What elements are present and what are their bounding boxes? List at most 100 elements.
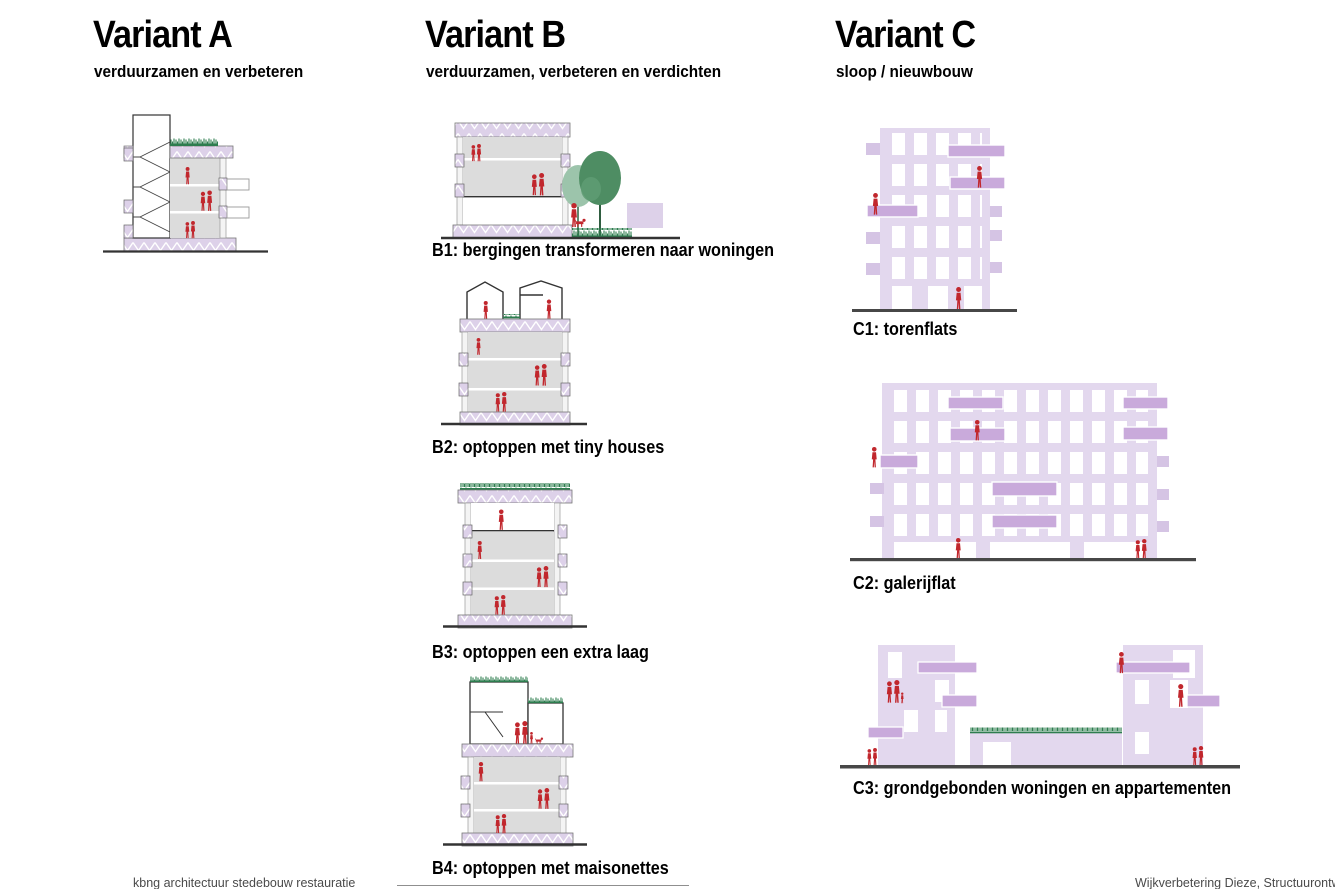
balcony-bar [1122,396,1169,410]
floor-insulation-band [457,614,573,629]
diagram-c3-elevation [840,645,1240,769]
variant-b-title: Variant B [425,14,566,56]
balcony-bar [1186,694,1221,708]
diagram-c1-elevation [852,128,1017,312]
insulation-block [462,553,473,568]
balcony-bar [879,454,919,469]
ground-line [850,558,1196,562]
balcony-box [226,178,250,191]
diagram-c2-caption: C2: galerijflat [853,573,956,593]
variant-a-title: Variant A [93,14,233,56]
footer-firm-credit: kbng architectuur stedebouw restauratie [133,876,356,889]
stair-flights-icon [133,141,171,233]
variant-c-title: Variant C [835,14,976,56]
facade-block [870,516,884,527]
green-roof [170,138,218,146]
grass-strip [572,228,632,236]
floor-insulation-band [123,237,237,252]
ground-line [840,765,1240,769]
garden [562,151,663,238]
insulation-block [558,803,569,818]
tiny-house-icon [466,281,504,319]
balcony-bar [917,661,978,674]
balcony-bar [867,726,904,739]
green-roof [470,676,528,681]
insulation-block [557,553,568,568]
facade-block [990,262,1002,273]
diagram-b3-section [443,483,587,629]
diagram-b1-section [441,122,680,240]
slab-facade [870,383,1169,558]
door-opening [983,742,1011,765]
low-dwellings-block [970,727,1122,765]
facade-block [990,206,1002,217]
building-section [123,114,250,252]
window [1135,732,1149,754]
building-section [458,318,571,426]
ground-line [852,309,1017,312]
insulation-block [218,205,228,219]
pilotis [1070,537,1084,558]
floor-slabs [170,158,220,238]
building-section [460,743,574,847]
insulation-block [458,352,469,367]
insulation-block [462,524,473,539]
stair-tower [132,114,171,239]
diagram-c1-caption: C1: torenflats [853,319,958,339]
grass-strip [503,314,520,318]
diagram-b3-caption: B3: optoppen een extra laag [432,642,649,662]
facade-column [219,157,227,239]
roof-insulation-band [457,489,573,504]
insulation-block [454,183,465,198]
insulation-block [558,775,569,790]
shed-block [627,203,663,228]
balcony-box [226,206,250,219]
insulation-block [557,524,568,539]
insulation-block [560,352,571,367]
diagram-c2-elevation [850,383,1196,562]
balcony-bar [1122,426,1169,441]
tiny-house-icon [519,280,563,319]
transformed-storage-floor [463,196,562,225]
footer-project-title: Wijkverbetering Dieze, Structuurontwerp [1135,876,1335,889]
facade-block [1157,489,1169,500]
diagram-b2-caption: B2: optoppen met tiny houses [432,437,665,457]
balcony-bar [1115,661,1191,674]
footer-rule [397,885,689,886]
variant-b-subtitle: verduurzamen, verbeteren en verdichten [426,62,722,81]
insulation-block [123,224,134,239]
balcony-bar [991,514,1058,529]
green-roof [970,727,1122,732]
maisonette-top [469,676,564,745]
facade-block [1157,456,1169,467]
roof-insulation-band [454,122,571,138]
green-roof [460,483,570,489]
tower-facade [866,128,1006,309]
insulation-block [123,147,134,162]
window [888,652,902,678]
pilotis [1145,537,1157,558]
pilotis [882,537,894,558]
building-section [452,122,573,239]
insulation-block [462,581,473,596]
roof-insulation-band [169,145,234,159]
insulation-block [454,153,465,168]
insulation-block [460,803,471,818]
insulation-block [218,177,228,191]
diagram-b4-caption: B4: optoppen met maisonettes [432,858,669,878]
diagram-b2-section [441,280,587,426]
diagram-b1-caption: B1: bergingen transformeren naar woninge… [432,240,775,260]
facade-block [866,263,880,275]
extra-storey [471,503,554,530]
facade-block [870,483,884,494]
facade-block [866,232,880,244]
building-section [457,483,573,629]
facade-block [990,230,1002,241]
balcony-bar [947,144,1006,158]
facade-block [866,143,880,155]
balcony-bar [941,694,978,708]
insulation-block [557,581,568,596]
balcony-bar [866,204,919,218]
pilotis [976,537,990,558]
